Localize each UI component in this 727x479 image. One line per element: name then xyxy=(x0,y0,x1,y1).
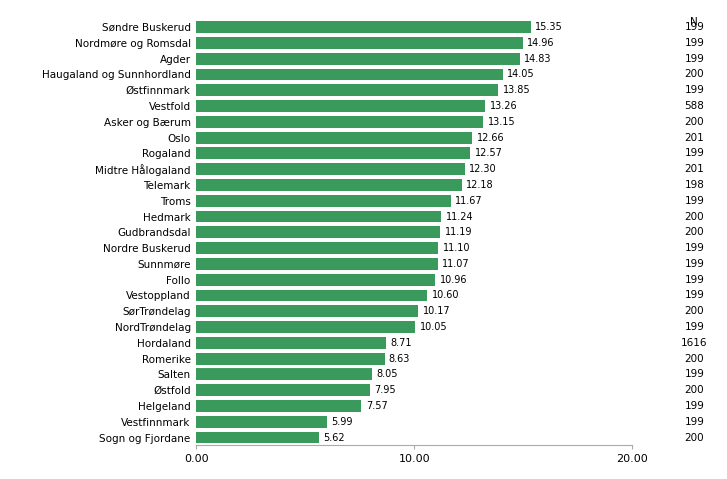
Text: 7.95: 7.95 xyxy=(374,385,395,395)
Bar xyxy=(196,368,372,380)
Text: 8.05: 8.05 xyxy=(377,369,398,379)
Bar xyxy=(196,179,462,191)
Text: 200: 200 xyxy=(685,385,704,395)
Text: 200: 200 xyxy=(685,69,704,80)
Text: 199: 199 xyxy=(684,274,704,285)
Text: 5.99: 5.99 xyxy=(332,417,353,427)
Bar xyxy=(196,337,386,349)
Bar xyxy=(196,37,523,49)
Bar xyxy=(196,21,531,33)
Text: 10.17: 10.17 xyxy=(422,306,450,316)
Text: 199: 199 xyxy=(684,148,704,159)
Bar xyxy=(196,305,418,317)
Text: 200: 200 xyxy=(685,306,704,316)
Text: 11.24: 11.24 xyxy=(446,212,473,221)
Bar xyxy=(196,242,438,254)
Bar xyxy=(196,148,470,160)
Bar xyxy=(196,84,499,96)
Text: 199: 199 xyxy=(684,259,704,269)
Bar xyxy=(196,400,361,412)
Text: 199: 199 xyxy=(684,196,704,206)
Text: 199: 199 xyxy=(684,369,704,379)
Text: 11.19: 11.19 xyxy=(445,228,473,237)
Text: 200: 200 xyxy=(685,354,704,364)
Text: 199: 199 xyxy=(684,54,704,64)
Text: 199: 199 xyxy=(684,85,704,95)
Text: 588: 588 xyxy=(684,101,704,111)
Text: 1616: 1616 xyxy=(681,338,707,348)
Text: 12.18: 12.18 xyxy=(466,180,494,190)
Text: 14.05: 14.05 xyxy=(507,69,534,80)
Text: 12.30: 12.30 xyxy=(469,164,497,174)
Text: 5.62: 5.62 xyxy=(324,433,345,443)
Text: 8.71: 8.71 xyxy=(390,338,412,348)
Bar xyxy=(196,100,486,112)
Text: 14.96: 14.96 xyxy=(527,38,555,48)
Text: 10.60: 10.60 xyxy=(432,290,459,300)
Text: 11.07: 11.07 xyxy=(442,259,470,269)
Text: 11.67: 11.67 xyxy=(455,196,483,206)
Bar xyxy=(196,353,385,365)
Text: 199: 199 xyxy=(684,417,704,427)
Bar xyxy=(196,274,435,285)
Bar xyxy=(196,432,319,444)
Text: 199: 199 xyxy=(684,243,704,253)
Text: 13.15: 13.15 xyxy=(487,117,515,127)
Text: 199: 199 xyxy=(684,401,704,411)
Text: 200: 200 xyxy=(685,433,704,443)
Text: 8.63: 8.63 xyxy=(389,354,410,364)
Text: 201: 201 xyxy=(684,164,704,174)
Text: 13.85: 13.85 xyxy=(503,85,530,95)
Text: 200: 200 xyxy=(685,117,704,127)
Bar xyxy=(196,289,427,301)
Text: 200: 200 xyxy=(685,212,704,221)
Text: 199: 199 xyxy=(684,322,704,332)
Text: 199: 199 xyxy=(684,290,704,300)
Text: N: N xyxy=(691,17,698,27)
Bar xyxy=(196,116,483,128)
Bar xyxy=(196,416,327,428)
Text: 200: 200 xyxy=(685,228,704,237)
Text: 14.83: 14.83 xyxy=(524,54,552,64)
Bar xyxy=(196,195,451,206)
Text: 10.05: 10.05 xyxy=(420,322,447,332)
Text: 199: 199 xyxy=(684,38,704,48)
Bar xyxy=(196,163,465,175)
Text: 11.10: 11.10 xyxy=(443,243,470,253)
Bar xyxy=(196,211,441,222)
Text: 13.26: 13.26 xyxy=(490,101,518,111)
Bar xyxy=(196,384,370,396)
Bar xyxy=(196,227,441,238)
Bar xyxy=(196,321,416,333)
Bar xyxy=(196,68,503,80)
Text: 15.35: 15.35 xyxy=(535,22,563,32)
Text: 10.96: 10.96 xyxy=(440,274,467,285)
Text: 199: 199 xyxy=(684,22,704,32)
Text: 201: 201 xyxy=(684,133,704,143)
Bar xyxy=(196,53,520,65)
Bar xyxy=(196,132,473,144)
Text: 12.66: 12.66 xyxy=(477,133,505,143)
Text: 7.57: 7.57 xyxy=(366,401,387,411)
Text: 12.57: 12.57 xyxy=(475,148,502,159)
Text: 198: 198 xyxy=(684,180,704,190)
Bar xyxy=(196,258,438,270)
